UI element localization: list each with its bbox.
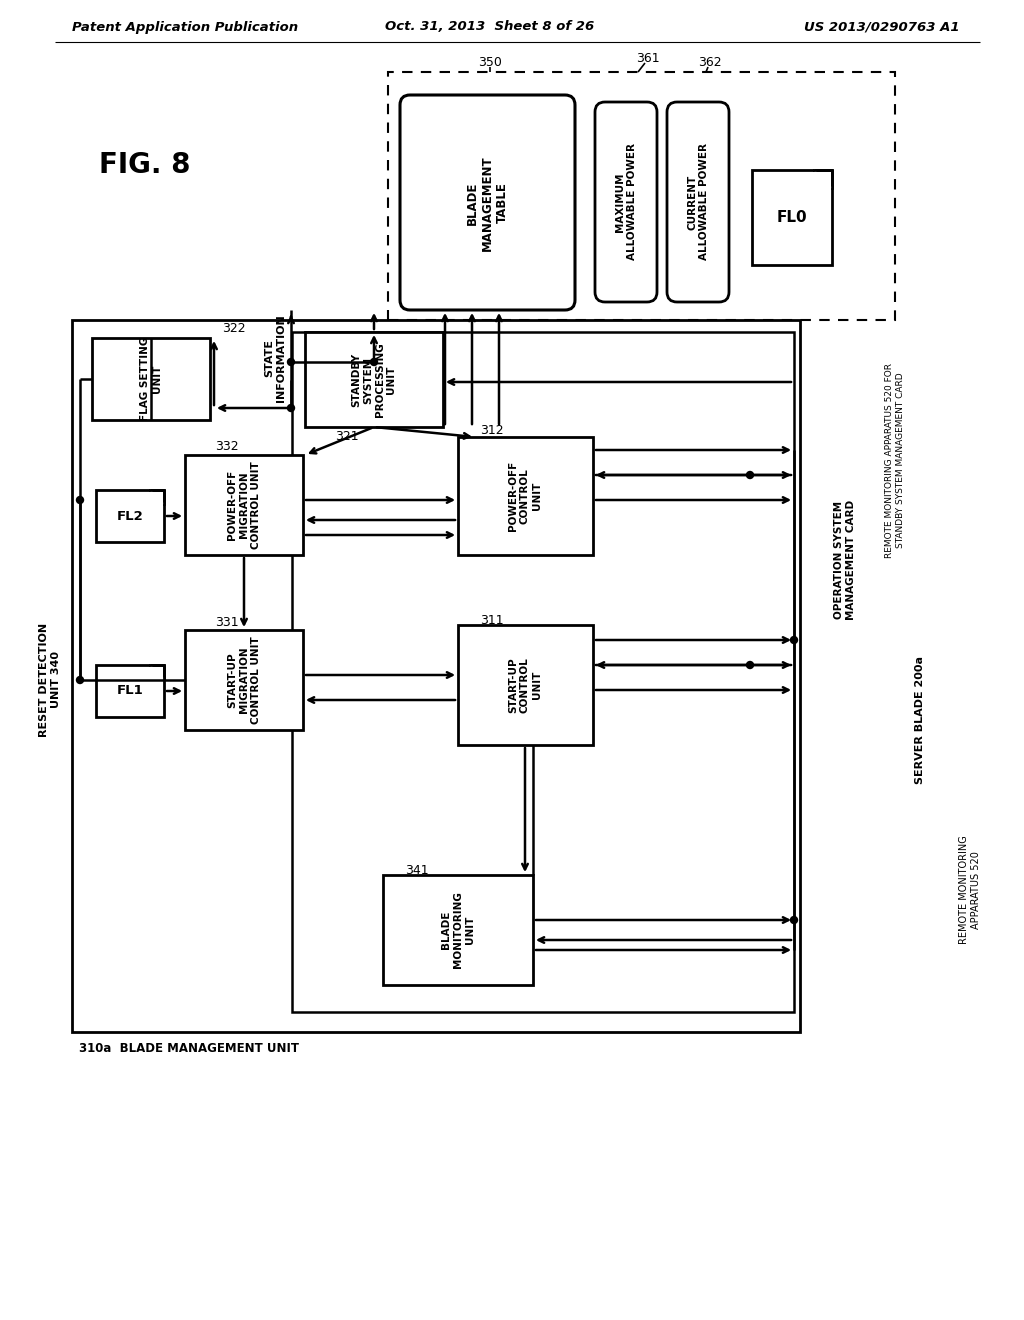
Text: 311: 311 (480, 614, 504, 627)
Text: OPERATION SYSTEM
MANAGEMENT CARD: OPERATION SYSTEM MANAGEMENT CARD (835, 500, 856, 620)
Polygon shape (814, 170, 831, 187)
Circle shape (77, 676, 84, 684)
Bar (388, 73, 895, 319)
Bar (72, 319, 800, 1032)
Text: 361: 361 (636, 51, 659, 65)
Polygon shape (150, 490, 164, 504)
Text: 322: 322 (222, 322, 246, 334)
Circle shape (791, 636, 798, 644)
Bar (458, 437, 593, 554)
Text: 331: 331 (215, 615, 239, 628)
Text: 310a  BLADE MANAGEMENT UNIT: 310a BLADE MANAGEMENT UNIT (79, 1041, 299, 1055)
Bar (185, 630, 303, 730)
Circle shape (746, 661, 754, 668)
Text: 312: 312 (480, 424, 504, 437)
Text: 350: 350 (478, 55, 502, 69)
Text: FL1: FL1 (117, 685, 143, 697)
Text: 321: 321 (335, 430, 358, 444)
Polygon shape (150, 665, 164, 678)
Circle shape (288, 404, 295, 412)
Text: FIG. 8: FIG. 8 (99, 150, 190, 180)
Text: CURRENT
ALLOWABLE POWER: CURRENT ALLOWABLE POWER (687, 144, 709, 260)
Text: SERVER BLADE 200a: SERVER BLADE 200a (915, 656, 925, 784)
Text: BLADE
MONITORING
UNIT: BLADE MONITORING UNIT (441, 891, 474, 969)
Bar (96, 665, 164, 717)
Bar (458, 624, 593, 744)
Text: STATE
INFORMATION: STATE INFORMATION (264, 314, 286, 401)
Bar (92, 338, 210, 420)
Text: REMOTE MONITORING APPARATUS 520 FOR
STANDBY SYSTEM MANAGEMENT CARD: REMOTE MONITORING APPARATUS 520 FOR STAN… (886, 363, 904, 557)
Text: POWER-OFF
MIGRATION
CONTROL UNIT: POWER-OFF MIGRATION CONTROL UNIT (227, 461, 260, 549)
Text: Oct. 31, 2013  Sheet 8 of 26: Oct. 31, 2013 Sheet 8 of 26 (385, 21, 595, 33)
Text: POWER-OFF
CONTROL
UNIT: POWER-OFF CONTROL UNIT (508, 461, 542, 531)
Text: FL0: FL0 (776, 210, 807, 226)
FancyBboxPatch shape (595, 102, 657, 302)
Bar (305, 333, 443, 426)
Text: FL2: FL2 (117, 510, 143, 523)
Circle shape (791, 916, 798, 924)
Text: BLADE
MANAGEMENT
TABLE: BLADE MANAGEMENT TABLE (466, 156, 509, 251)
FancyBboxPatch shape (667, 102, 729, 302)
Text: REMOTE MONITORING
APPARATUS 520: REMOTE MONITORING APPARATUS 520 (959, 836, 981, 944)
Text: US 2013/0290763 A1: US 2013/0290763 A1 (805, 21, 961, 33)
Text: START-UP
MIGRATION
CONTROL UNIT: START-UP MIGRATION CONTROL UNIT (227, 636, 260, 723)
Text: 362: 362 (698, 55, 722, 69)
FancyBboxPatch shape (400, 95, 575, 310)
Bar (383, 875, 534, 985)
Text: START-UP
CONTROL
UNIT: START-UP CONTROL UNIT (508, 657, 542, 713)
Circle shape (371, 359, 378, 366)
Text: RESET DETECTION
UNIT 340: RESET DETECTION UNIT 340 (39, 623, 60, 737)
Bar (96, 490, 164, 543)
Bar (292, 333, 794, 1012)
Bar (185, 455, 303, 554)
Circle shape (77, 496, 84, 503)
Circle shape (288, 359, 295, 366)
Text: Patent Application Publication: Patent Application Publication (72, 21, 298, 33)
Text: MAXIMUM
ALLOWABLE POWER: MAXIMUM ALLOWABLE POWER (615, 144, 637, 260)
Text: STANDBY
SYSTEM
PROCESSING
UNIT: STANDBY SYSTEM PROCESSING UNIT (351, 343, 396, 417)
Text: 341: 341 (406, 863, 429, 876)
Text: 332: 332 (215, 441, 239, 454)
Bar (752, 170, 831, 265)
Circle shape (746, 471, 754, 479)
Text: FLAG SETTING
UNIT: FLAG SETTING UNIT (140, 337, 162, 421)
